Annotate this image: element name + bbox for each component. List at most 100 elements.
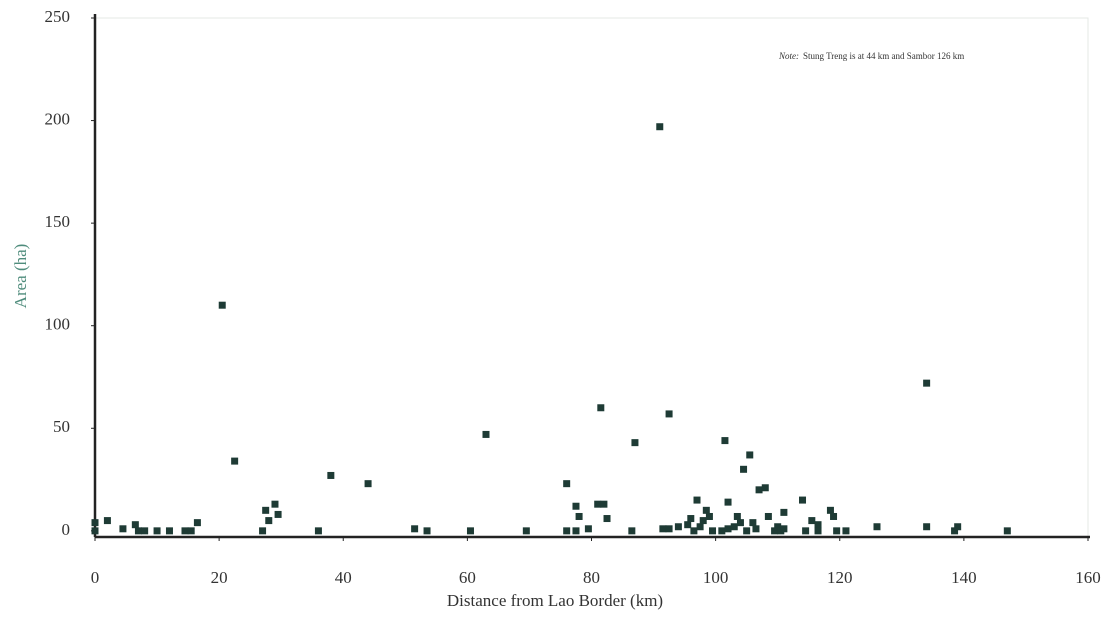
- point: [271, 500, 279, 508]
- note: Stung Treng is at 44 km and Sambor 126 k…: [803, 51, 964, 61]
- point: [193, 519, 201, 527]
- point: [482, 430, 490, 438]
- point: [165, 527, 173, 535]
- point: [923, 523, 931, 531]
- point: [740, 465, 748, 473]
- point: [746, 451, 754, 459]
- point: [951, 527, 959, 535]
- plot-frame: [94, 17, 1089, 538]
- note-label: Note:: [778, 51, 799, 61]
- point: [749, 519, 757, 527]
- point: [693, 496, 701, 504]
- point: [364, 480, 372, 488]
- point: [141, 527, 149, 535]
- point: [724, 498, 732, 506]
- point: [771, 527, 779, 535]
- point: [259, 527, 267, 535]
- y-tick-label: 250: [45, 7, 71, 26]
- point: [733, 512, 741, 520]
- x-tick-label: 80: [583, 568, 600, 587]
- point: [699, 517, 707, 525]
- point: [91, 519, 99, 527]
- x-tick-label: 40: [335, 568, 352, 587]
- point: [743, 527, 751, 535]
- point: [274, 510, 282, 518]
- point: [690, 527, 698, 535]
- point: [674, 523, 682, 531]
- point: [572, 527, 580, 535]
- y-tick-label: 150: [45, 212, 71, 231]
- x-tick-label: 20: [211, 568, 228, 587]
- point: [833, 527, 841, 535]
- point: [572, 502, 580, 510]
- point: [684, 521, 692, 529]
- point: [119, 525, 127, 533]
- point: [780, 508, 788, 516]
- x-tick-label: 0: [91, 568, 100, 587]
- point: [423, 527, 431, 535]
- point: [696, 523, 704, 531]
- point: [153, 527, 161, 535]
- point: [702, 506, 710, 514]
- point: [218, 301, 226, 309]
- point: [91, 527, 99, 535]
- point: [814, 521, 822, 529]
- point: [705, 512, 713, 520]
- point: [752, 525, 760, 533]
- point: [563, 527, 571, 535]
- x-tick-label: 120: [827, 568, 853, 587]
- point: [262, 506, 270, 514]
- point: [600, 500, 608, 508]
- point: [709, 527, 717, 535]
- point: [755, 486, 763, 494]
- point: [802, 527, 810, 535]
- point: [761, 484, 769, 492]
- y-tick-label: 100: [45, 315, 71, 334]
- point: [134, 527, 142, 535]
- point: [1003, 527, 1011, 535]
- point: [594, 500, 602, 508]
- point: [131, 521, 139, 529]
- point: [665, 525, 673, 533]
- y-tick-label: 200: [45, 109, 71, 128]
- point: [954, 523, 962, 531]
- point: [799, 496, 807, 504]
- x-tick-label: 60: [459, 568, 476, 587]
- point: [103, 517, 111, 525]
- point: [584, 525, 592, 533]
- x-tick-label: 100: [703, 568, 729, 587]
- point: [659, 525, 667, 533]
- point: [736, 519, 744, 527]
- y-tick-label: 50: [53, 417, 70, 436]
- point: [603, 515, 611, 523]
- point: [687, 515, 695, 523]
- point: [774, 523, 782, 531]
- point: [597, 404, 605, 412]
- point: [231, 457, 239, 465]
- point: [721, 437, 729, 445]
- point: [187, 527, 195, 535]
- point: [411, 525, 419, 533]
- point: [656, 123, 664, 131]
- point: [780, 525, 788, 533]
- point: [181, 527, 189, 535]
- point: [314, 527, 322, 535]
- point: [466, 527, 474, 535]
- point: [923, 379, 931, 387]
- point: [327, 471, 335, 479]
- point: [808, 517, 816, 525]
- point: [522, 527, 530, 535]
- y-axis-label: Area (ha): [11, 244, 30, 309]
- point: [842, 527, 850, 535]
- point: [826, 506, 834, 514]
- point: [631, 439, 639, 447]
- point: [873, 523, 881, 531]
- y-tick-label: 0: [62, 520, 71, 539]
- x-tick-label: 140: [951, 568, 977, 587]
- point: [814, 527, 822, 535]
- x-tick-label: 160: [1075, 568, 1101, 587]
- point: [665, 410, 673, 418]
- point: [628, 527, 636, 535]
